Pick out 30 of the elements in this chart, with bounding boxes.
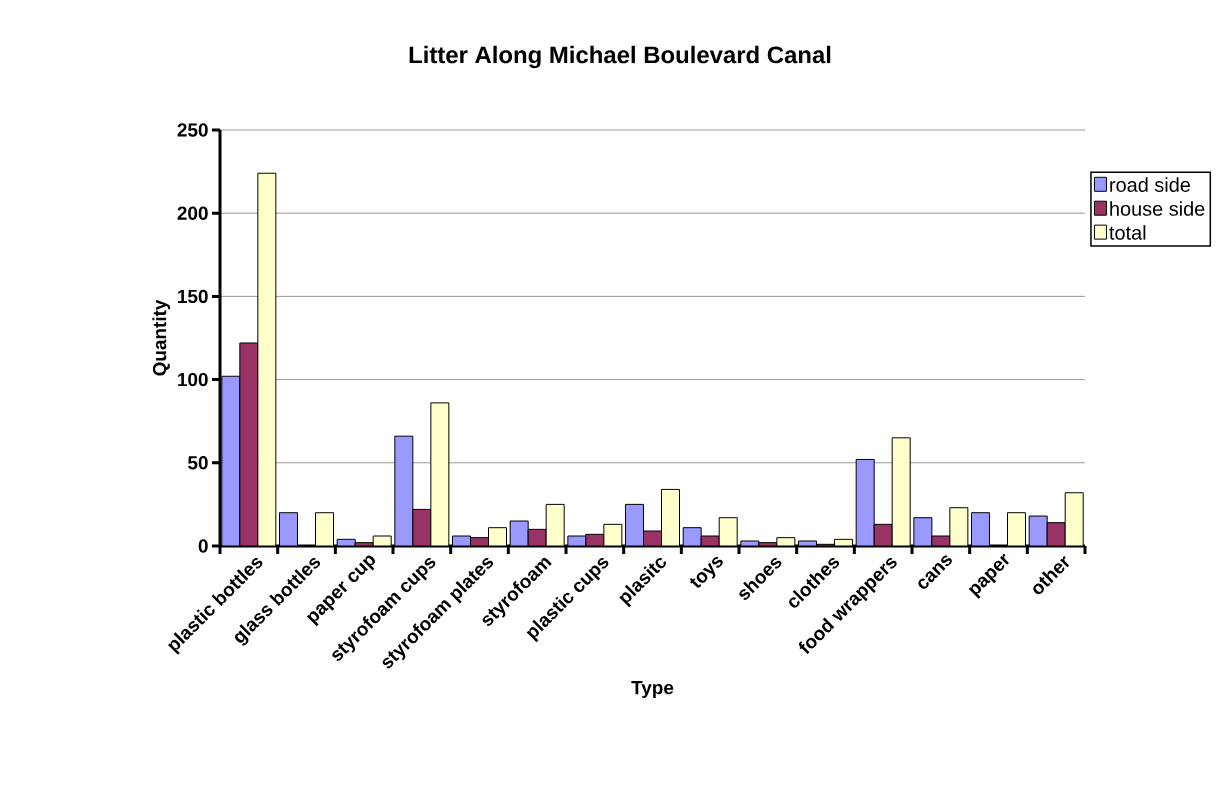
legend-label: house side <box>1110 201 1205 216</box>
bar <box>394 435 414 546</box>
bar <box>949 507 969 546</box>
y-tick-label: 100 <box>178 372 208 387</box>
bar <box>257 172 277 546</box>
legend-label: total <box>1109 225 1146 240</box>
bar <box>855 458 875 546</box>
bar <box>279 512 299 546</box>
y-tick-label: 250 <box>177 123 208 137</box>
bar <box>1007 512 1027 546</box>
bar <box>913 517 933 546</box>
bar <box>625 503 645 546</box>
bar <box>545 503 565 546</box>
y-tick-label: 150 <box>178 289 208 304</box>
bar <box>430 402 450 546</box>
bar <box>315 512 335 546</box>
bar <box>971 512 991 546</box>
bar <box>221 375 241 546</box>
bar <box>661 488 681 546</box>
bar <box>891 437 911 546</box>
x-axis-title: Type <box>631 681 674 699</box>
y-tick-label: 50 <box>188 456 208 470</box>
legend-label: road side <box>1110 177 1190 192</box>
x-tick-label: toys <box>690 556 723 588</box>
y-tick-label: 0 <box>198 539 208 553</box>
chart-title: Litter Along Michael Boulevard Canal <box>409 45 831 69</box>
y-axis-title: Quantity <box>152 299 171 376</box>
bar <box>1064 492 1084 546</box>
y-tick-label: 200 <box>177 206 208 220</box>
bar <box>718 517 738 546</box>
